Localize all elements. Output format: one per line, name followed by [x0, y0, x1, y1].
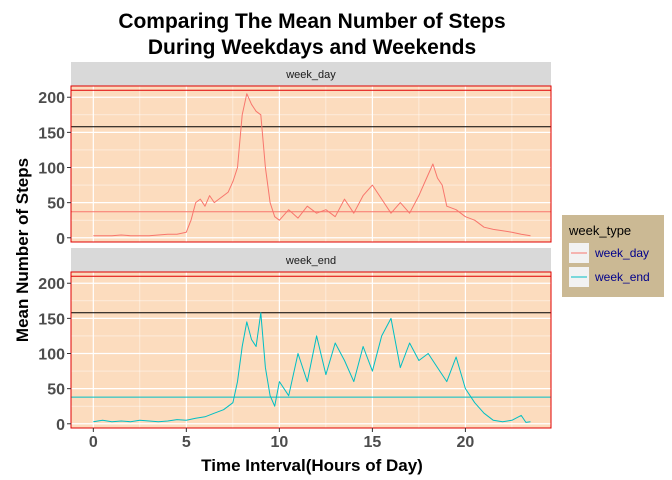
- series-line-week_day: [93, 93, 531, 237]
- facet-panel-week_day: week_day 0 50 100 150 200: [38, 62, 552, 248]
- panel-background: [71, 86, 551, 242]
- y-tick-label: 150: [38, 311, 65, 328]
- panel-border: [70, 271, 552, 429]
- x-axis-title: Time Interval(Hours of Day): [201, 456, 423, 475]
- y-tick-label: 150: [38, 125, 65, 142]
- y-tick-label: 100: [38, 347, 65, 364]
- y-tick-label: 50: [47, 196, 65, 213]
- chart-title-line-1: Comparing The Mean Number of Steps: [118, 10, 505, 33]
- series-line-week_end: [93, 312, 531, 423]
- y-tick-label: 0: [56, 417, 65, 434]
- y-tick-label: 200: [38, 276, 65, 293]
- facet-panel-week_end: week_end 0 50 100 150 200 0 5 10 15 20: [38, 248, 552, 451]
- legend-label-week_end: week_end: [594, 270, 650, 284]
- x-tick-label: 20: [457, 434, 475, 451]
- chart-title-line-2: During Weekdays and Weekends: [148, 36, 476, 59]
- y-tick-label: 100: [38, 161, 65, 178]
- x-tick-label: 0: [89, 434, 98, 451]
- panel-background: [71, 272, 551, 428]
- facet-strip: [71, 248, 551, 272]
- legend-label-week_day: week_day: [594, 246, 649, 260]
- y-tick-label: 50: [47, 382, 65, 399]
- x-tick-label: 5: [182, 434, 191, 451]
- y-tick-label: 200: [38, 90, 65, 107]
- x-tick-label: 15: [363, 434, 381, 451]
- y-axis-title: Mean Number of Steps: [13, 158, 32, 342]
- legend-title: week_type: [568, 223, 631, 238]
- facet-strip-label: week_end: [285, 255, 336, 267]
- panel-border: [70, 85, 552, 243]
- x-tick-label: 10: [270, 434, 288, 451]
- facet-strip: [71, 62, 551, 86]
- facet-strip-label: week_day: [285, 69, 336, 81]
- y-tick-label: 0: [56, 231, 65, 248]
